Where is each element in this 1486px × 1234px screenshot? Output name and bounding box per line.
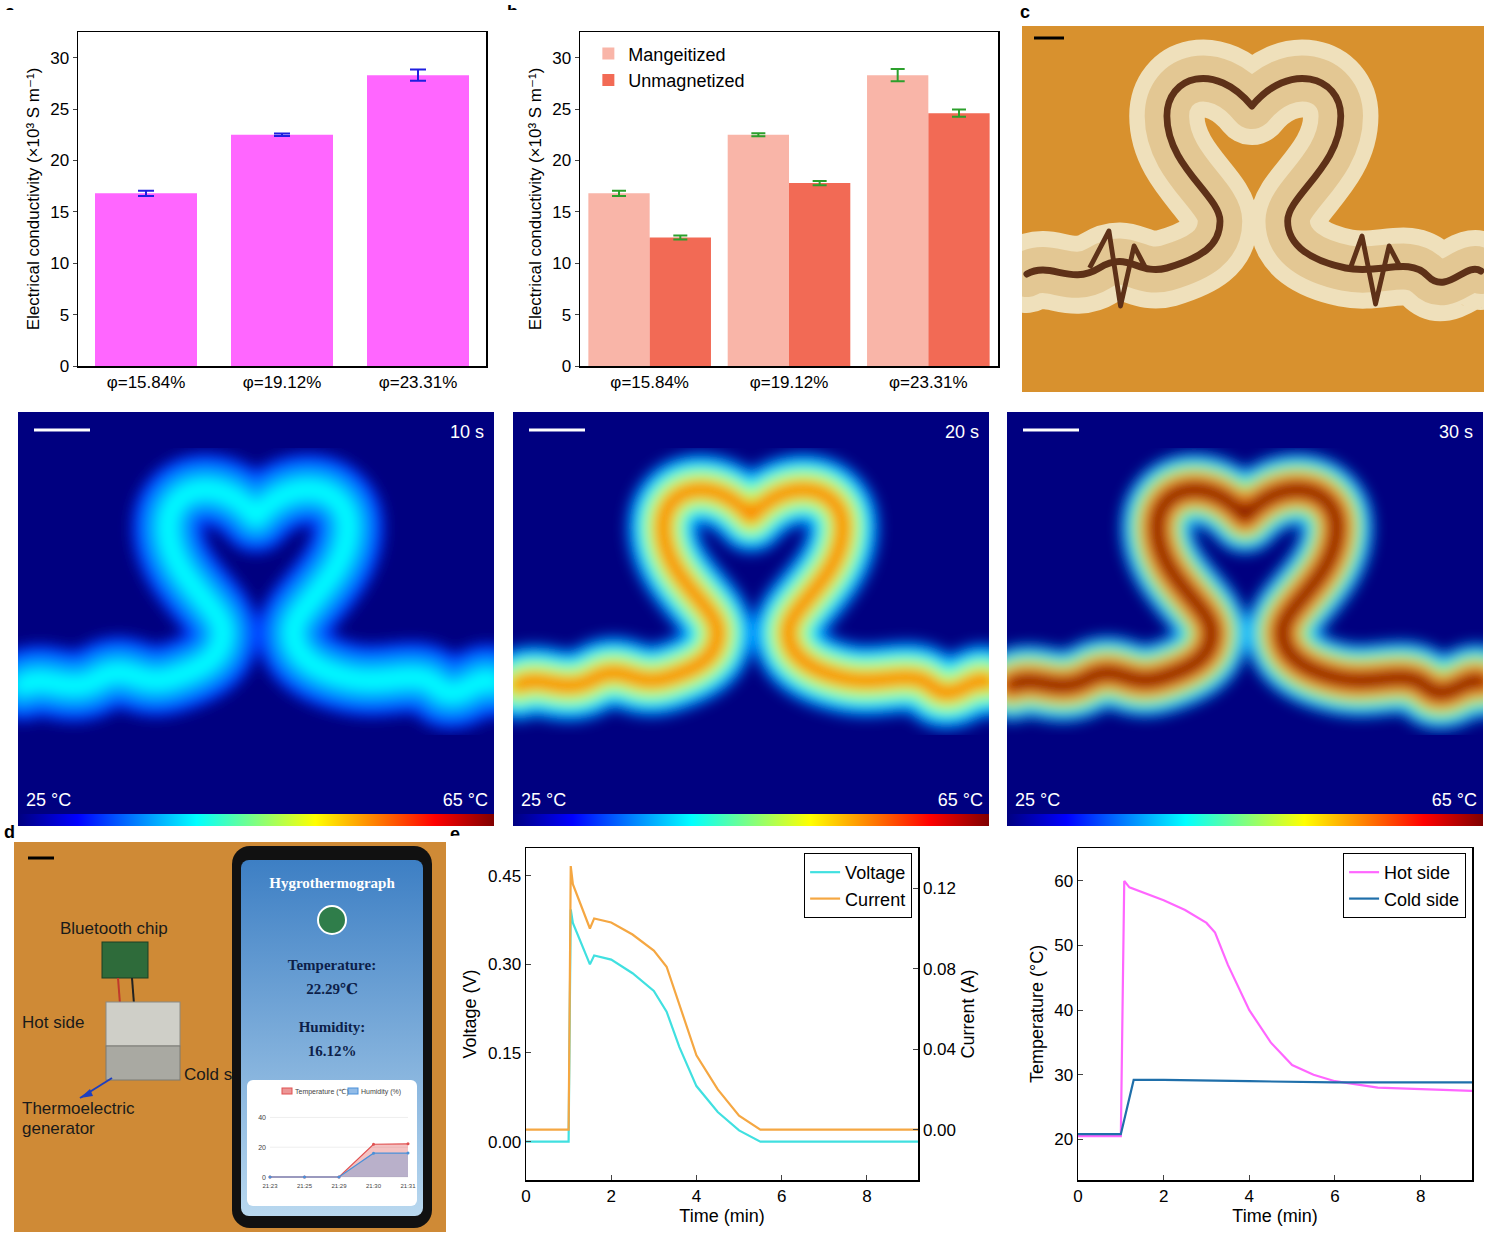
svg-text:2: 2 [606,1187,615,1206]
svg-text:Electrical conductivity (×10³: Electrical conductivity (×10³ S m⁻¹) [24,68,43,331]
svg-text:Temperature (°C): Temperature (°C) [1027,945,1047,1083]
svg-text:10 s: 10 s [450,422,484,442]
svg-text:4: 4 [1245,1187,1254,1206]
svg-text:15: 15 [552,203,571,222]
svg-text:Cold side: Cold side [1384,890,1459,910]
svg-text:2: 2 [1159,1187,1168,1206]
svg-text:0.00: 0.00 [488,1133,521,1152]
svg-text:0.30: 0.30 [488,955,521,974]
svg-text:21:23: 21:23 [262,1183,278,1189]
svg-text:60: 60 [1054,872,1073,891]
svg-text:25: 25 [552,100,571,119]
svg-text:15: 15 [50,203,69,222]
svg-text:φ=15.84%: φ=15.84% [610,373,689,392]
svg-text:0: 0 [1073,1187,1082,1206]
svg-text:30: 30 [50,49,69,68]
svg-text:Unmagnetized: Unmagnetized [628,71,744,91]
html-text:a: a [5,2,15,22]
svg-text:φ=23.31%: φ=23.31% [379,373,458,392]
svg-text:22.29℃: 22.29℃ [306,981,358,997]
svg-text:25 °C: 25 °C [1015,790,1060,810]
svg-text:6: 6 [1330,1187,1339,1206]
svg-text:50: 50 [1054,936,1073,955]
svg-text:6: 6 [777,1187,786,1206]
svg-text:20: 20 [50,151,69,170]
svg-text:Voltage: Voltage [845,863,905,883]
svg-text:16.12%: 16.12% [308,1043,357,1059]
svg-text:0.12: 0.12 [923,879,956,898]
svg-text:25 °C: 25 °C [26,790,71,810]
svg-text:Temperature (℃): Temperature (℃) [295,1088,349,1096]
svg-text:φ=19.12%: φ=19.12% [243,373,322,392]
svg-text:0.45: 0.45 [488,867,521,886]
svg-text:0.04: 0.04 [923,1040,956,1059]
svg-text:0: 0 [60,357,69,376]
svg-text:Cold side: Cold side [184,1065,255,1084]
svg-text:0.15: 0.15 [488,1044,521,1063]
svg-text:Hot side: Hot side [1384,863,1450,883]
svg-text:30 s: 30 s [1439,422,1473,442]
svg-text:8: 8 [862,1187,871,1206]
svg-text:65 °C: 65 °C [443,790,488,810]
svg-text:Hygrothermograph: Hygrothermograph [269,875,395,891]
svg-text:Voltage (V): Voltage (V) [460,969,480,1058]
svg-text:Time (min): Time (min) [1232,1206,1317,1226]
svg-text:21:25: 21:25 [297,1183,313,1189]
svg-text:Current (A): Current (A) [958,969,978,1058]
svg-text:generator: generator [22,1119,95,1138]
svg-text:20: 20 [1054,1130,1073,1149]
svg-text:20: 20 [552,151,571,170]
svg-text:10: 10 [50,254,69,273]
svg-text:21:31: 21:31 [400,1183,416,1189]
svg-text:25 °C: 25 °C [521,790,566,810]
svg-text:Mangeitized: Mangeitized [628,45,725,65]
svg-text:0: 0 [521,1187,530,1206]
svg-text:30: 30 [552,49,571,68]
svg-text:Humidity:: Humidity: [299,1019,366,1035]
svg-text:30: 30 [1054,1066,1073,1085]
svg-text:65 °C: 65 °C [1432,790,1477,810]
svg-text:0: 0 [262,1174,266,1181]
svg-text:25: 25 [50,100,69,119]
svg-text:0.08: 0.08 [923,960,956,979]
svg-text:Electrical conductivity (×10³: Electrical conductivity (×10³ S m⁻¹) [526,68,545,331]
svg-text:Humidity (%): Humidity (%) [361,1088,401,1096]
svg-text:8: 8 [1416,1187,1425,1206]
svg-text:5: 5 [60,306,69,325]
svg-text:40: 40 [258,1114,266,1121]
svg-text:20: 20 [258,1144,266,1151]
svg-text:φ=23.31%: φ=23.31% [889,373,968,392]
svg-text:10: 10 [552,254,571,273]
html-text:b: b [507,2,518,22]
html-text:e: e [450,824,460,844]
svg-text:5: 5 [562,306,571,325]
svg-text:20 s: 20 s [945,422,979,442]
svg-text:Time (min): Time (min) [679,1206,764,1226]
svg-text:Thermoelectric: Thermoelectric [22,1099,135,1118]
svg-text:21:30: 21:30 [366,1183,382,1189]
svg-text:Hot side: Hot side [22,1013,84,1032]
svg-text:40: 40 [1054,1001,1073,1020]
svg-text:φ=15.84%: φ=15.84% [107,373,186,392]
svg-text:Current: Current [845,890,905,910]
svg-text:65 °C: 65 °C [938,790,983,810]
svg-text:φ=19.12%: φ=19.12% [750,373,829,392]
html-text:c: c [1020,2,1030,22]
html-text:d: d [4,822,15,842]
svg-text:4: 4 [692,1187,701,1206]
svg-text:21:29: 21:29 [331,1183,347,1189]
svg-text:Bluetooth chip: Bluetooth chip [60,919,168,938]
svg-text:0: 0 [562,357,571,376]
svg-text:0.00: 0.00 [923,1121,956,1140]
svg-text:Temperature:: Temperature: [288,957,376,973]
